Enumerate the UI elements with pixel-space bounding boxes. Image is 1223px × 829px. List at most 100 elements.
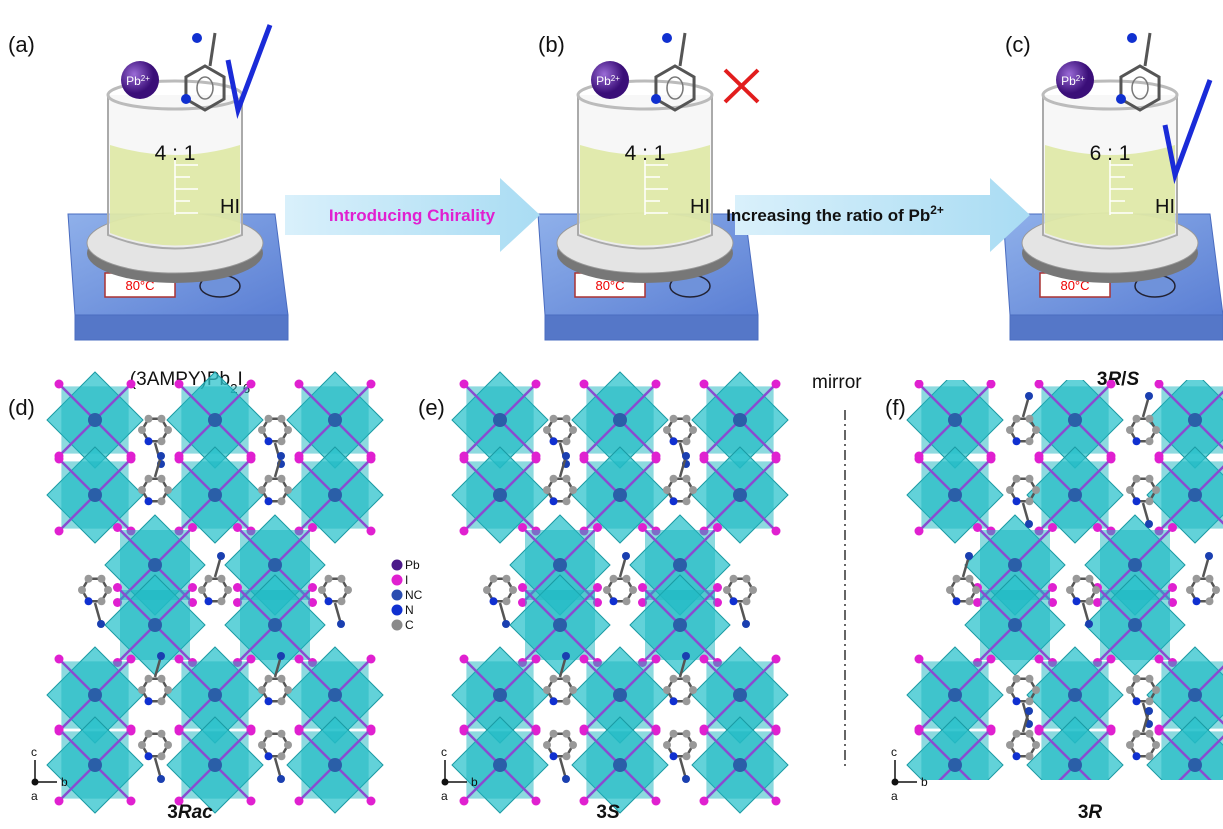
- amine: [157, 652, 165, 660]
- carbon: [157, 437, 166, 446]
- panel-label: (b): [538, 32, 565, 57]
- pb-i-bond: [1096, 586, 1136, 626]
- legend-label: NC: [405, 588, 423, 602]
- pb-i-bond: [954, 494, 992, 532]
- iodine: [1106, 724, 1116, 734]
- amine-n: [192, 33, 202, 43]
- carbon: [1025, 697, 1034, 706]
- pb-i-bond: [583, 728, 621, 766]
- carbon: [689, 486, 697, 494]
- carbon: [198, 586, 206, 594]
- pb-i-bond: [1158, 728, 1196, 766]
- pb-i-bond: [1194, 735, 1223, 766]
- pb-i-bond: [1158, 694, 1196, 732]
- iodine: [1106, 454, 1116, 464]
- pyridine-ring: [1119, 64, 1161, 112]
- pb-i-bond: [1074, 694, 1112, 732]
- carbon: [669, 414, 678, 423]
- pb-i-bond: [94, 419, 132, 457]
- carbon: [324, 597, 333, 606]
- pb-i-bond: [1194, 419, 1223, 450]
- iodine: [126, 379, 136, 389]
- caption-part: 3: [167, 802, 178, 823]
- pb-i-bond: [1158, 658, 1196, 696]
- lead: [493, 758, 507, 772]
- axis-label: a: [891, 789, 898, 803]
- iodine: [1048, 583, 1057, 592]
- lead: [733, 413, 747, 427]
- lead: [328, 758, 342, 772]
- carbon: [1132, 414, 1141, 423]
- carbon: [144, 752, 153, 761]
- temperature: 80°C: [125, 278, 154, 293]
- carbon: [562, 752, 571, 761]
- carbon: [549, 674, 558, 683]
- carbon: [138, 486, 146, 494]
- carbon: [669, 729, 678, 738]
- iodine: [459, 724, 469, 734]
- amine: [1085, 620, 1093, 628]
- amine: [502, 620, 510, 628]
- carbon: [509, 586, 517, 594]
- pb-i-bond: [559, 586, 599, 626]
- carbon: [609, 574, 618, 583]
- iodine: [366, 379, 376, 389]
- carbon: [1145, 729, 1154, 738]
- nitrogen: [181, 94, 191, 104]
- amine: [622, 552, 630, 560]
- acid: HI: [690, 196, 710, 218]
- pb-i-bond: [94, 728, 132, 766]
- pyridine-ring: [654, 64, 696, 112]
- carbon: [543, 741, 551, 749]
- carbon: [144, 697, 153, 706]
- carbon: [543, 686, 551, 694]
- amine: [682, 452, 690, 460]
- carbon: [97, 574, 106, 583]
- pb-i-bond: [154, 526, 194, 566]
- arrow-label-part: Increasing the ratio of Pb: [726, 206, 930, 225]
- carbon: [277, 752, 286, 761]
- iodine: [593, 598, 602, 607]
- pb-i-bond: [154, 586, 194, 626]
- iodine: [1048, 598, 1057, 607]
- iodine: [188, 598, 197, 607]
- lead: [328, 688, 342, 702]
- arrow-label-part: 2+: [930, 203, 944, 217]
- iodine: [771, 379, 781, 389]
- pb-i-bond: [619, 494, 657, 532]
- carbon: [1025, 474, 1034, 483]
- carbon: [663, 426, 671, 434]
- carbon: [78, 586, 86, 594]
- pb-i-bond: [94, 694, 132, 732]
- pb-i-bond: [1194, 465, 1223, 496]
- pb-i-bond: [521, 526, 561, 566]
- legend-label: I: [405, 573, 408, 587]
- pb-i-bond: [499, 764, 537, 802]
- pb-i-bond: [298, 764, 336, 802]
- pb-i-bond: [1194, 665, 1223, 696]
- amine: [562, 775, 570, 783]
- pb-i-bond: [739, 764, 777, 802]
- carbon: [138, 686, 146, 694]
- iodine: [1168, 523, 1177, 532]
- caption-part: Rac: [178, 802, 213, 823]
- carbon: [663, 686, 671, 694]
- pb-i-bond: [499, 658, 537, 696]
- iodine: [1093, 523, 1102, 532]
- ion-charge: 2+: [611, 74, 620, 83]
- pb-i-bond: [583, 419, 621, 457]
- pb-i-bond: [499, 494, 537, 532]
- carbon: [138, 741, 146, 749]
- pb-i-bond: [94, 458, 132, 496]
- pb-i-bond: [58, 458, 96, 496]
- amine: [1145, 520, 1153, 528]
- pb-i-bond: [703, 694, 741, 732]
- pb-i-bond: [334, 728, 372, 766]
- iodine: [651, 724, 661, 734]
- pb-i-bond: [214, 728, 252, 766]
- lead: [673, 558, 687, 572]
- aromatic-ring: [196, 76, 214, 100]
- axis-label: c: [891, 745, 897, 759]
- pb-i-bond: [1074, 658, 1112, 696]
- carbon: [1145, 474, 1154, 483]
